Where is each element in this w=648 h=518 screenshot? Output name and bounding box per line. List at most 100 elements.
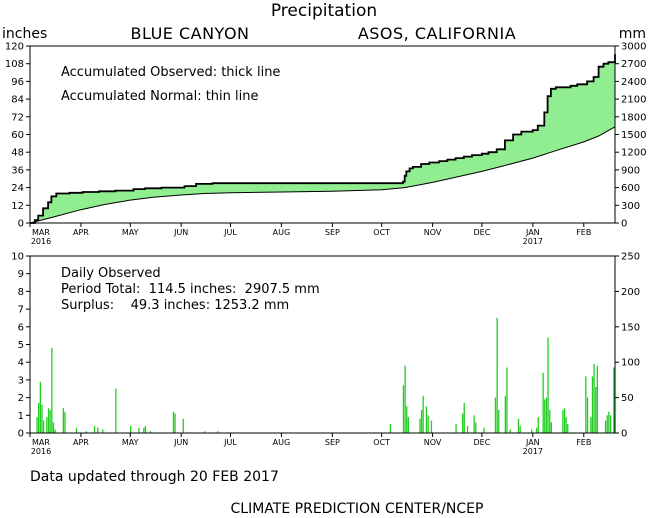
daily-bar <box>498 410 500 433</box>
daily-xtick-label: DEC <box>473 438 490 447</box>
daily-ytick-label: 8 <box>18 287 24 298</box>
accum-y2tick-label: 3000 <box>621 42 646 53</box>
daily-bar <box>519 425 521 433</box>
daily-annotation: Period Total: 114.5 inches: 2907.5 mm <box>61 282 320 297</box>
daily-bar <box>64 411 66 433</box>
accum-ytick-label: 48 <box>11 148 24 159</box>
accumulated-legend: Accumulated Observed: thick line Accumula… <box>61 65 280 104</box>
accum-xtick-label: FEB <box>576 228 591 237</box>
observed-line <box>30 54 616 224</box>
daily-bar <box>585 376 587 433</box>
accum-xtick-label: NOV <box>424 228 442 237</box>
daily-ytick-label: 0 <box>18 429 24 440</box>
accum-ytick-label: 108 <box>5 59 24 70</box>
daily-bar <box>115 388 117 434</box>
daily-bar <box>174 413 176 433</box>
unit-left-label: inches <box>2 26 47 42</box>
daily-bar <box>402 385 405 433</box>
daily-ytick-label: 1 <box>18 411 24 422</box>
daily-bar <box>535 427 538 433</box>
daily-bar <box>547 337 549 433</box>
daily-bar <box>389 424 391 433</box>
daily-bar <box>49 410 51 433</box>
daily-bar <box>419 418 421 433</box>
daily-bar <box>550 422 552 433</box>
accum-y2tick-label: 1200 <box>621 148 646 159</box>
daily-bar <box>130 425 132 433</box>
daily-year-label: 2016 <box>31 447 51 456</box>
accum-y2tick-label: 300 <box>621 201 640 212</box>
daily-bar <box>149 431 152 433</box>
station-name: BLUE CANYON <box>130 24 249 43</box>
daily-y2tick-label: 50 <box>621 393 634 404</box>
daily-bar <box>567 424 569 433</box>
daily-bar <box>54 429 56 433</box>
daily-bar <box>609 415 612 433</box>
daily-bar <box>563 408 566 433</box>
accum-xtick-label: MAR <box>32 228 50 237</box>
data-updated-note: Data updated through 20 FEB 2017 <box>30 469 279 485</box>
daily-y2tick-label: 150 <box>621 322 640 333</box>
daily-bar <box>38 402 40 433</box>
accum-y2tick-label: 2100 <box>621 95 646 106</box>
accum-ytick-label: 84 <box>11 95 24 106</box>
daily-ytick-label: 4 <box>18 358 24 369</box>
accum-plot-frame <box>29 45 616 224</box>
daily-ytick-label: 5 <box>18 340 24 351</box>
daily-xtick-label: JAN <box>525 438 540 447</box>
daily-bar <box>483 427 485 433</box>
figure-title: Precipitation <box>271 1 377 21</box>
daily-annotation: Daily Observed <box>61 266 161 281</box>
daily-xtick-label: JUL <box>223 438 237 447</box>
accum-ytick-label: 0 <box>18 219 24 230</box>
daily-bar <box>404 365 406 433</box>
daily-bar <box>172 411 175 433</box>
accum-y2tick-label: 1500 <box>621 130 646 141</box>
accum-xtick-label: SEP <box>325 228 340 237</box>
daily-bar <box>46 417 48 433</box>
daily-bar <box>144 425 147 433</box>
daily-bar <box>427 415 429 433</box>
normal-line <box>29 126 616 224</box>
daily-xtick-label: JUN <box>173 438 188 447</box>
station-state: ASOS, CALIFORNIA <box>358 24 516 43</box>
daily-plot-frame <box>29 255 616 434</box>
daily-bar <box>595 387 597 433</box>
daily-bar <box>138 427 140 433</box>
accum-ytick-label: 72 <box>11 112 24 123</box>
daily-bar <box>143 427 145 433</box>
daily-bar <box>204 431 206 433</box>
daily-xtick-label: MAY <box>122 438 139 447</box>
accum-y2tick-label: 0 <box>621 219 627 230</box>
daily-bar <box>544 399 546 433</box>
daily-bar <box>102 429 104 433</box>
accum-annotation: Accumulated Normal: thin line <box>61 89 259 104</box>
daily-xtick-label: APR <box>73 438 89 447</box>
accum-year-label: 2017 <box>523 237 543 246</box>
daily-bar <box>494 397 497 433</box>
daily-bar <box>39 381 41 433</box>
unit-right-label: mm <box>619 26 646 42</box>
daily-bar <box>506 367 508 433</box>
daily-bar <box>407 417 409 433</box>
daily-bar <box>596 365 598 433</box>
daily-bar <box>608 411 610 433</box>
accum-annotation: Accumulated Observed: thick line <box>61 65 280 80</box>
daily-bar <box>537 417 539 433</box>
accum-xtick-label: AUG <box>273 228 291 237</box>
accum-panel: 0122436486072849610812003006009001200150… <box>5 42 647 247</box>
accum-y2tick-label: 1800 <box>621 112 646 123</box>
accum-y2tick-label: 2400 <box>621 77 646 88</box>
accum-ytick-label: 96 <box>11 77 24 88</box>
daily-y2tick-label: 200 <box>621 287 640 298</box>
daily-bar <box>473 415 475 433</box>
accum-y2tick-label: 2700 <box>621 59 646 70</box>
daily-annotation: Surplus: 49.3 inches: 1253.2 mm <box>61 298 289 313</box>
daily-bar <box>422 395 424 433</box>
daily-bar <box>562 410 564 433</box>
daily-bar <box>613 367 615 433</box>
daily-bar <box>517 418 520 433</box>
accum-xtick-label: JUN <box>173 228 188 237</box>
daily-bar <box>62 408 64 433</box>
